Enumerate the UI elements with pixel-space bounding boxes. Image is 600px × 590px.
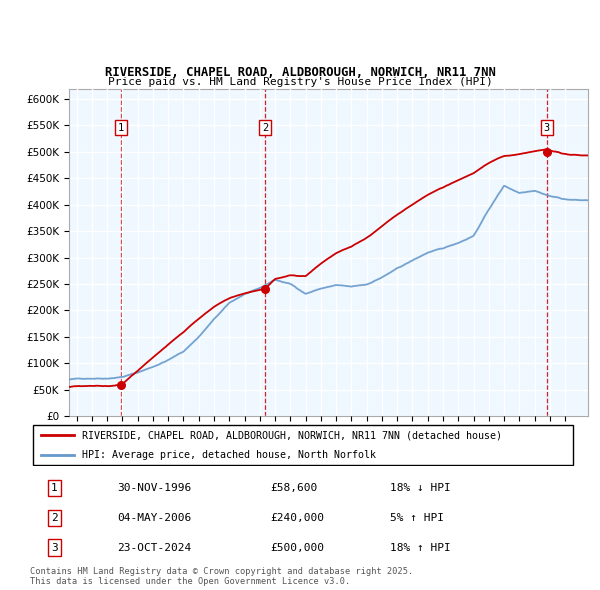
Text: RIVERSIDE, CHAPEL ROAD, ALDBOROUGH, NORWICH, NR11 7NN (detached house): RIVERSIDE, CHAPEL ROAD, ALDBOROUGH, NORW…	[82, 430, 502, 440]
Text: 04-MAY-2006: 04-MAY-2006	[118, 513, 191, 523]
Text: £240,000: £240,000	[270, 513, 324, 523]
Text: 23-OCT-2024: 23-OCT-2024	[118, 543, 191, 553]
Text: 2: 2	[262, 123, 268, 133]
Text: 1: 1	[51, 483, 58, 493]
Text: 2: 2	[51, 513, 58, 523]
Text: Price paid vs. HM Land Registry's House Price Index (HPI): Price paid vs. HM Land Registry's House …	[107, 77, 493, 87]
Text: £58,600: £58,600	[270, 483, 317, 493]
Text: 18% ↓ HPI: 18% ↓ HPI	[391, 483, 451, 493]
Text: 5% ↑ HPI: 5% ↑ HPI	[391, 513, 445, 523]
Text: 3: 3	[51, 543, 58, 553]
FancyBboxPatch shape	[33, 425, 573, 465]
Text: RIVERSIDE, CHAPEL ROAD, ALDBOROUGH, NORWICH, NR11 7NN: RIVERSIDE, CHAPEL ROAD, ALDBOROUGH, NORW…	[104, 66, 496, 79]
Text: HPI: Average price, detached house, North Norfolk: HPI: Average price, detached house, Nort…	[82, 450, 376, 460]
Text: 30-NOV-1996: 30-NOV-1996	[118, 483, 191, 493]
Text: 3: 3	[544, 123, 550, 133]
Text: Contains HM Land Registry data © Crown copyright and database right 2025.
This d: Contains HM Land Registry data © Crown c…	[30, 567, 413, 586]
Text: 1: 1	[118, 123, 124, 133]
Text: 18% ↑ HPI: 18% ↑ HPI	[391, 543, 451, 553]
Text: £500,000: £500,000	[270, 543, 324, 553]
